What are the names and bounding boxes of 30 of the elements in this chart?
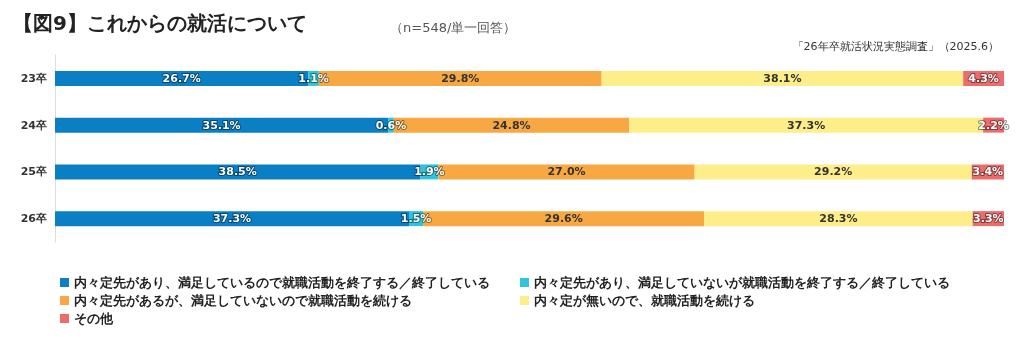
legend-label: 内々定先があり、満足しているので就職活動を終了する／終了している	[74, 275, 490, 290]
chart-title: 【図9】これからの就活について	[13, 11, 307, 35]
y-tick-label: 24卒	[20, 118, 47, 132]
y-tick-label: 26卒	[20, 212, 47, 226]
data-label: 29.2%	[814, 165, 853, 179]
chart-subtitle: （n=548/単一回答）	[390, 20, 517, 35]
legend-label: 内々定先があり、満足していないが就職活動を終了する／終了している	[534, 275, 950, 290]
data-label: 3.4%	[972, 165, 1004, 179]
data-label: 37.3%	[787, 118, 826, 132]
legend-label: 内々定先があるが、満足していないので就職活動を続ける	[74, 293, 412, 308]
data-label: 24.8%	[492, 118, 531, 132]
bar	[601, 70, 964, 86]
data-label: 27.0%	[547, 165, 586, 179]
data-label: 4.3%	[968, 71, 999, 85]
data-label: 37.3%	[212, 212, 252, 226]
bar	[694, 164, 972, 180]
data-label: 29.6%	[544, 212, 583, 226]
legend-label: 内々定が無いので、就職活動を続ける	[534, 293, 755, 308]
y-tick-label: 25卒	[20, 165, 47, 179]
data-label: 35.1%	[202, 118, 241, 132]
data-label: 38.5%	[218, 165, 257, 179]
y-tick-label: 23卒	[20, 71, 47, 85]
data-label: 26.7%	[162, 71, 201, 85]
data-label: 38.1%	[763, 71, 802, 85]
data-label: 28.3%	[819, 212, 858, 226]
data-label: 3.3%	[973, 212, 1004, 226]
data-label: 29.8%	[441, 71, 480, 85]
legend-label: その他	[74, 311, 114, 326]
text: 「26年卒就活状況実態調査」（2025.6）	[792, 40, 1000, 53]
bar	[704, 211, 973, 227]
